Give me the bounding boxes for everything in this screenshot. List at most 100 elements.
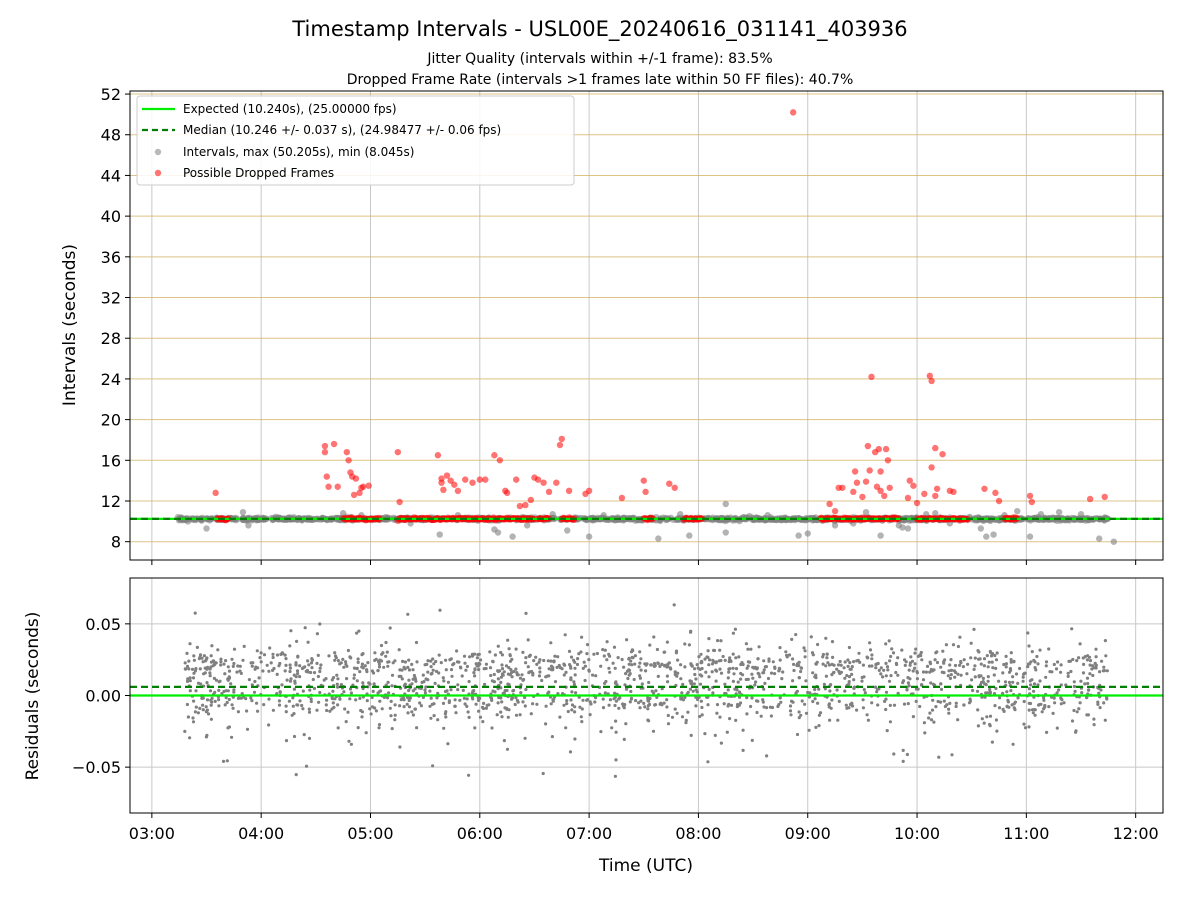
residual-point — [192, 699, 196, 703]
residual-point — [888, 659, 892, 663]
residual-point — [217, 688, 221, 693]
residual-point — [868, 648, 873, 652]
residual-point — [524, 661, 528, 665]
residual-point — [804, 679, 808, 683]
dropped-frame-point — [666, 480, 673, 487]
residual-point — [941, 649, 945, 653]
bottom-ytick-label: 0.05 — [85, 615, 121, 634]
residual-point — [997, 706, 1002, 710]
residual-point — [226, 665, 230, 669]
residual-point — [317, 700, 321, 704]
residual-point — [707, 675, 711, 679]
residual-point — [997, 679, 1001, 683]
residual-point — [454, 711, 458, 715]
residual-point — [756, 657, 760, 661]
residual-point — [580, 635, 584, 639]
residual-point — [1086, 654, 1090, 658]
residual-point — [444, 668, 448, 672]
residual-point — [848, 667, 852, 671]
residual-point — [821, 655, 825, 659]
residual-point — [843, 676, 847, 680]
residual-point — [627, 657, 631, 661]
residual-point — [933, 658, 937, 662]
dropped-frame-point — [469, 479, 476, 486]
residual-point — [1072, 684, 1076, 689]
residual-point — [835, 688, 839, 692]
residual-point — [407, 688, 411, 693]
residual-point — [373, 651, 377, 655]
residual-point — [336, 726, 340, 730]
dropped-frame-point — [831, 507, 839, 515]
dropped-frame-point — [866, 467, 873, 474]
residual-point — [310, 657, 314, 661]
residual-point — [817, 713, 822, 717]
residual-point — [1085, 676, 1090, 680]
residual-point — [460, 674, 464, 678]
residual-point — [344, 660, 348, 664]
residual-point — [753, 683, 757, 687]
residual-point — [764, 665, 769, 669]
residual-point — [406, 612, 410, 616]
dropped-frame-point — [553, 479, 560, 486]
residual-point — [498, 669, 502, 673]
residual-point — [206, 712, 211, 716]
residual-point — [500, 663, 504, 667]
residual-point — [809, 635, 813, 639]
residual-point — [755, 667, 759, 671]
residual-point — [1028, 679, 1032, 683]
residual-point — [889, 674, 893, 678]
residual-point — [693, 672, 697, 677]
residual-point — [403, 660, 407, 664]
residual-point — [995, 729, 999, 733]
residual-point — [511, 688, 516, 693]
residual-point — [278, 690, 282, 694]
residual-point — [289, 677, 293, 681]
residual-point — [698, 673, 702, 677]
residual-point — [762, 659, 766, 663]
residual-point — [325, 698, 329, 702]
bottom-xtick-label: 12:00 — [1113, 824, 1159, 843]
residual-point — [746, 664, 750, 668]
residual-point — [373, 658, 377, 663]
residual-point — [1078, 701, 1082, 705]
dropped-frame-point — [545, 488, 553, 496]
residual-point — [647, 699, 651, 703]
residual-point — [508, 653, 512, 657]
residual-point — [978, 683, 983, 687]
residual-point — [923, 731, 927, 735]
residual-point — [1011, 675, 1015, 679]
residual-point — [407, 705, 412, 709]
bottom-xtick-label: 10:00 — [894, 824, 940, 843]
residual-point — [581, 698, 585, 702]
residual-point — [984, 683, 988, 687]
residual-point — [980, 717, 984, 721]
interval-point — [549, 511, 556, 518]
residual-point — [843, 689, 847, 693]
dropped-frame-point — [881, 492, 888, 500]
residual-point — [1102, 701, 1106, 705]
residual-point — [1062, 701, 1066, 705]
residual-point — [447, 699, 451, 703]
residual-point — [185, 664, 190, 669]
residual-point — [769, 714, 774, 718]
residual-point — [421, 673, 425, 677]
residual-point — [471, 697, 475, 701]
legend: Expected (10.240s), (25.00000 fps) Media… — [136, 95, 575, 186]
residual-point — [694, 688, 698, 692]
residual-point — [611, 661, 615, 665]
residual-point — [984, 691, 988, 695]
residual-point — [232, 690, 236, 694]
residual-point — [459, 666, 463, 670]
residual-point — [1085, 658, 1089, 662]
residual-point — [665, 640, 670, 644]
residual-point — [432, 714, 436, 718]
residual-point — [1096, 702, 1100, 707]
residual-point — [594, 674, 598, 678]
dropped-frame-point — [565, 487, 573, 495]
residual-point — [544, 722, 548, 726]
residual-point — [342, 665, 346, 669]
top-ytick-label: 44 — [101, 166, 121, 185]
residual-point — [514, 713, 519, 717]
residual-point — [1098, 670, 1102, 674]
residual-point — [638, 706, 642, 710]
